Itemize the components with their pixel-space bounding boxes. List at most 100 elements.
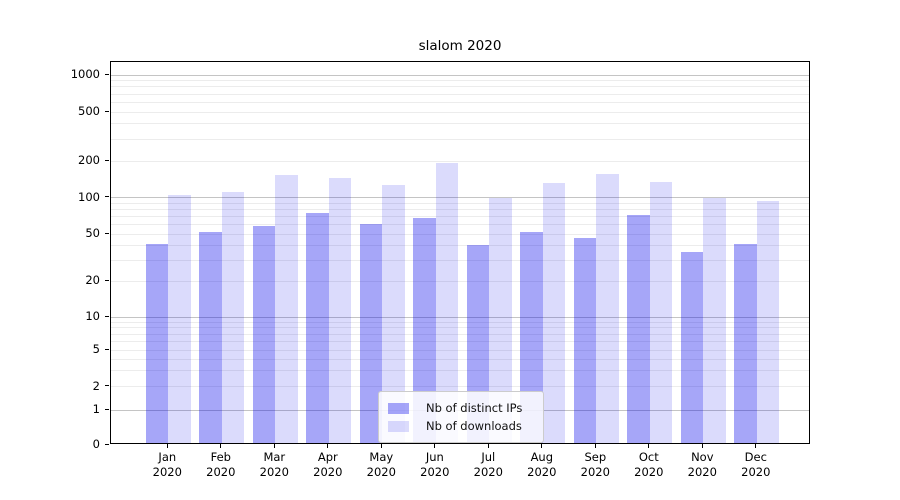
gridline-minor-800 (111, 86, 809, 88)
bar-ips-feb (199, 232, 222, 443)
x-tick-label-sep: Sep 2020 (580, 450, 610, 479)
y-tick-label-2: 2 (92, 378, 100, 393)
x-tick-label-jun: Jun 2020 (420, 450, 450, 479)
y-tick-mark-100 (105, 196, 109, 198)
gridline-minor-30 (111, 259, 809, 261)
gridline-minor-500 (111, 111, 809, 113)
x-tick-label-dec: Dec 2020 (741, 450, 771, 479)
x-tick-mark-jul (487, 444, 489, 448)
gridline-minor-60 (111, 224, 809, 226)
gridline-minor-900 (111, 80, 809, 82)
bar-downloads-oct (649, 181, 673, 443)
y-tick-label-200: 200 (78, 153, 100, 167)
x-tick-mark-jan (166, 444, 168, 448)
y-tick-mark-50 (105, 232, 109, 234)
x-tick-label-oct: Oct 2020 (634, 450, 664, 479)
x-tick-label-nov: Nov 2020 (687, 450, 717, 479)
y-tick-label-0: 0 (92, 437, 100, 451)
y-tick-label-50: 50 (85, 226, 100, 241)
y-tick-mark-500 (105, 110, 109, 112)
bar-downloads-jun (435, 163, 459, 443)
bar-downloads-jan (168, 194, 191, 443)
gridline-minor-90 (111, 202, 809, 204)
x-tick-label-jan: Jan 2020 (152, 450, 182, 479)
gridline-minor-700 (111, 93, 809, 95)
gridline-minor-5 (111, 349, 809, 351)
x-tick-mark-aug (541, 444, 543, 448)
bar-downloads-may (382, 185, 405, 443)
x-tick-mark-nov (701, 444, 703, 448)
gridline-minor-70 (111, 216, 809, 218)
y-tick-label-1: 1 (92, 402, 100, 417)
gridline-minor-9 (111, 321, 809, 323)
x-tick-mark-oct (648, 444, 650, 448)
legend-label-downloads: Nb of downloads (426, 419, 522, 433)
bar-downloads-dec (756, 201, 780, 443)
y-tick-label-20: 20 (85, 273, 100, 287)
gridline-major-100 (111, 197, 809, 199)
bar-ips-may (359, 223, 383, 443)
y-tick-label-1000: 1000 (70, 67, 100, 81)
gridline-minor-80 (111, 208, 809, 210)
gridline-minor-50 (111, 233, 809, 235)
legend: Nb of distinct IPs Nb of downloads (378, 391, 544, 443)
y-tick-mark-200 (105, 159, 109, 161)
legend-swatch-ips (388, 402, 409, 414)
bar-downloads-aug (542, 183, 566, 443)
bar-ips-aug (520, 232, 543, 443)
y-tick-mark-1000 (105, 73, 109, 75)
x-tick-mark-apr (327, 444, 329, 448)
bar-ips-jun (413, 218, 436, 443)
gridline-minor-2 (111, 386, 809, 388)
y-tick-label-10: 10 (85, 309, 100, 323)
gridline-minor-3 (111, 370, 809, 372)
gridline-minor-7 (111, 333, 809, 335)
x-tick-label-jul: Jul 2020 (473, 450, 503, 479)
bar-downloads-feb (221, 191, 245, 443)
x-tick-mark-jun (434, 444, 436, 448)
bar-ips-apr (306, 213, 329, 443)
x-tick-label-feb: Feb 2020 (206, 450, 236, 479)
x-tick-label-aug: Aug 2020 (527, 450, 557, 479)
legend-swatch-downloads (388, 420, 409, 432)
gridline-minor-20 (111, 280, 809, 282)
gridline-minor-600 (111, 101, 809, 103)
gridline-major-10 (111, 316, 809, 318)
legend-row-downloads: Nb of downloads (388, 418, 534, 434)
bar-downloads-jul (489, 198, 512, 443)
x-tick-label-may: May 2020 (366, 450, 396, 479)
x-tick-label-apr: Apr 2020 (313, 450, 343, 479)
x-tick-mark-feb (220, 444, 222, 448)
y-tick-label-500: 500 (78, 104, 100, 118)
y-tick-label-5: 5 (92, 342, 100, 357)
legend-label-ips: Nb of distinct IPs (426, 401, 523, 415)
bar-downloads-nov (703, 198, 726, 443)
bar-downloads-apr (328, 178, 352, 443)
y-tick-mark-0 (105, 443, 109, 445)
legend-row-ips: Nb of distinct IPs (388, 400, 534, 416)
bar-ips-sep (573, 237, 597, 443)
bar-ips-jan (145, 243, 169, 443)
bar-ips-dec (734, 243, 757, 443)
gridline-minor-4 (111, 358, 809, 360)
gridline-minor-200 (111, 160, 809, 162)
x-tick-mark-mar (273, 444, 275, 448)
gridline-minor-40 (111, 245, 809, 247)
x-tick-mark-may (380, 444, 382, 448)
bar-ips-mar (252, 226, 276, 443)
y-tick-label-100: 100 (78, 189, 100, 204)
plot-area (110, 61, 810, 444)
bar-downloads-sep (596, 174, 619, 443)
gridline-major-1000 (111, 74, 809, 76)
gridline-minor-300 (111, 138, 809, 140)
gridline-minor-6 (111, 341, 809, 343)
bar-downloads-mar (275, 174, 298, 443)
x-tick-mark-dec (755, 444, 757, 448)
y-tick-mark-5 (105, 348, 109, 350)
chart-title: slalom 2020 (418, 38, 502, 54)
x-tick-mark-sep (594, 444, 596, 448)
gridline-minor-8 (111, 327, 809, 329)
bar-ips-oct (627, 215, 650, 443)
gridline-minor-400 (111, 123, 809, 125)
